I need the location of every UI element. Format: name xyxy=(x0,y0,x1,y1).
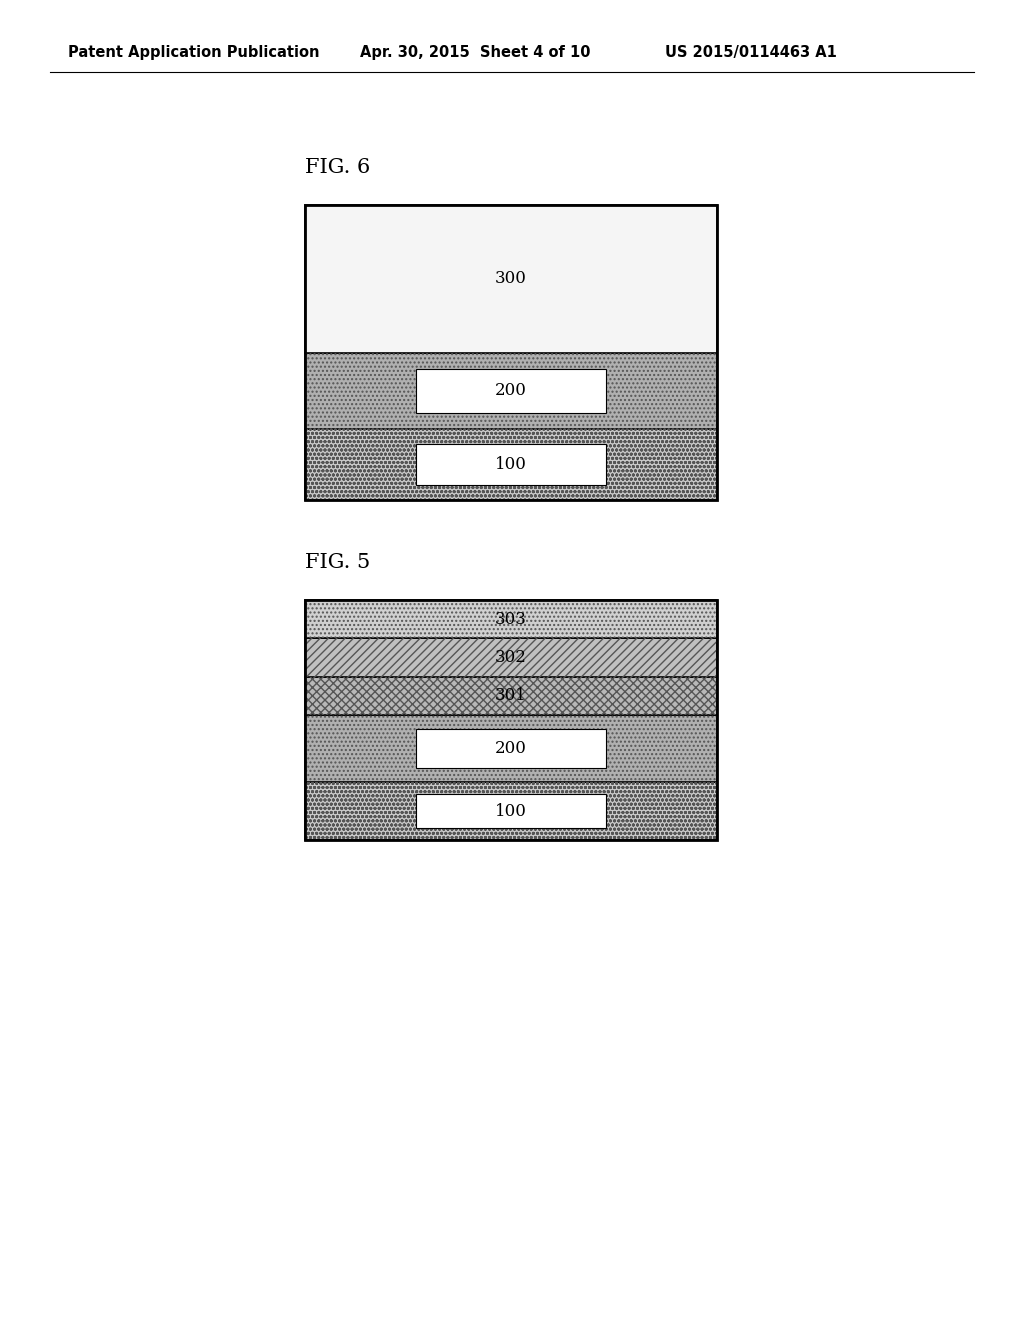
Bar xyxy=(305,352,717,429)
Bar xyxy=(305,677,717,715)
Bar xyxy=(416,368,606,413)
Text: 301: 301 xyxy=(495,688,527,705)
Text: FIG. 6: FIG. 6 xyxy=(305,158,371,177)
Text: Apr. 30, 2015  Sheet 4 of 10: Apr. 30, 2015 Sheet 4 of 10 xyxy=(360,45,591,59)
Bar xyxy=(416,795,606,828)
Text: 100: 100 xyxy=(495,457,527,473)
Text: FIG. 5: FIG. 5 xyxy=(305,553,371,572)
Text: 200: 200 xyxy=(495,383,527,400)
Bar xyxy=(305,715,717,783)
Bar xyxy=(305,677,717,715)
Text: US 2015/0114463 A1: US 2015/0114463 A1 xyxy=(665,45,837,59)
Bar xyxy=(305,783,717,840)
Text: 303: 303 xyxy=(495,611,527,628)
Bar xyxy=(305,639,717,677)
Bar xyxy=(305,715,717,783)
Text: Patent Application Publication: Patent Application Publication xyxy=(68,45,319,59)
Text: 200: 200 xyxy=(495,741,527,758)
Bar xyxy=(305,352,717,429)
Bar xyxy=(305,429,717,500)
Bar xyxy=(305,429,717,500)
Bar xyxy=(305,205,717,352)
Bar xyxy=(305,205,717,500)
Bar xyxy=(416,730,606,768)
Bar xyxy=(305,601,717,639)
Bar xyxy=(305,601,717,639)
Bar xyxy=(305,783,717,840)
Text: 302: 302 xyxy=(495,649,527,667)
Text: 100: 100 xyxy=(495,803,527,820)
Bar xyxy=(305,639,717,677)
Text: 300: 300 xyxy=(495,271,527,288)
Bar xyxy=(416,444,606,486)
Bar xyxy=(305,601,717,840)
